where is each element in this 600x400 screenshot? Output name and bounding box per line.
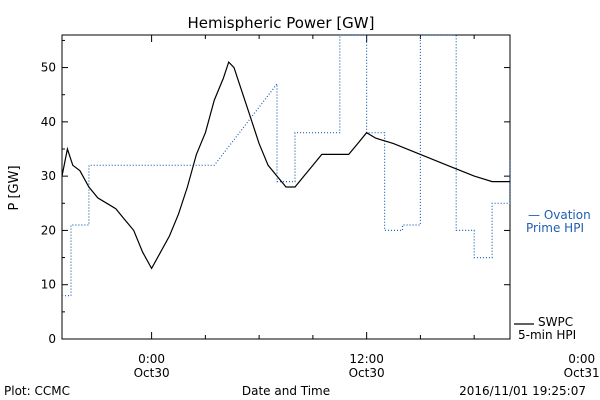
y-tick-label: 10 xyxy=(41,278,56,292)
x-tick-time-label: 0:00 xyxy=(138,352,165,366)
y-tick-label: 20 xyxy=(41,223,56,237)
y-tick-label: 40 xyxy=(41,115,56,129)
y-tick-label: 0 xyxy=(48,332,56,346)
plot-frame xyxy=(61,34,511,340)
legend-ovation-line1: — Ovation xyxy=(528,208,591,222)
x-axis: 0:00Oct3012:00Oct300:00Oct3112:00Oct310:… xyxy=(134,35,600,380)
chart-title: Hemispheric Power [GW] xyxy=(188,14,375,32)
x-tick-date-label: Oct30 xyxy=(134,366,170,380)
x-tick-time-label: 0:00 xyxy=(568,352,595,366)
x-tick-date-label: Oct31 xyxy=(564,366,600,380)
footer-timestamp: 2016/11/01 19:25:07 xyxy=(459,384,586,398)
legend: — Ovation Prime HPI SWPC 5-min HPI xyxy=(514,208,591,342)
legend-swpc-line2: 5-min HPI xyxy=(518,328,576,342)
footer-left: Plot: CCMC xyxy=(4,384,70,398)
y-tick-label: 30 xyxy=(41,169,56,183)
series-swpc-line xyxy=(61,60,510,270)
x-axis-label: Date and Time xyxy=(242,384,330,398)
legend-swpc-line1: SWPC xyxy=(538,315,573,329)
x-tick-date-label: Oct30 xyxy=(349,366,385,380)
y-tick-label: 50 xyxy=(41,61,56,75)
legend-ovation-line2: Prime HPI xyxy=(526,221,584,235)
x-tick-time-label: 12:00 xyxy=(349,352,384,366)
series-ovation-line xyxy=(62,34,511,297)
y-axis-label: P [GW] xyxy=(7,165,22,210)
y-axis: 0 10 20 30 40 50 xyxy=(41,39,510,346)
